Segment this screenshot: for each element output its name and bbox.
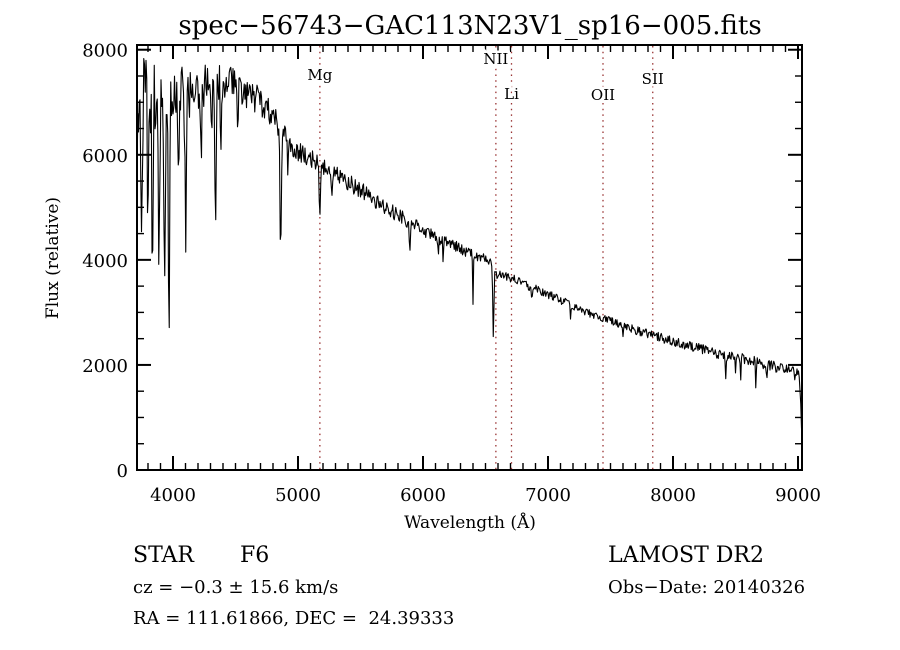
y-tick-label: 8000: [82, 41, 128, 62]
spectral-marker-label: SII: [642, 70, 664, 88]
x-axis-label: Wavelength (Å): [404, 512, 536, 533]
x-tick-label: 6000: [400, 485, 446, 506]
x-tick-label: 4000: [150, 485, 196, 506]
cz-text: cz = −0.3 ± 15.6 km/s: [133, 577, 338, 598]
y-axis-label: Flux (relative): [43, 197, 63, 319]
y-tick-label: 0: [117, 461, 128, 482]
y-tick-label: 4000: [82, 251, 128, 272]
obs-date-text: Obs−Date: 20140326: [608, 577, 805, 598]
subclass-text: F6: [240, 543, 269, 568]
x-tick-label: 8000: [650, 485, 696, 506]
spectrum-trace: [137, 57, 802, 429]
y-tick-label: 2000: [82, 356, 128, 377]
x-tick-label: 7000: [525, 485, 571, 506]
x-tick-label: 9000: [775, 485, 821, 506]
y-tick-label: 6000: [82, 146, 128, 167]
spectral-marker-label: Li: [504, 85, 519, 103]
plot-frame: [136, 44, 803, 471]
spectral-marker-label: NII: [483, 50, 508, 68]
object-type-text: STAR: [133, 543, 195, 568]
x-tick-label: 5000: [275, 485, 321, 506]
chart-layer: 4000 5000 6000 7000 8000 9000 0 2000 4000 6000 800…: [82, 41, 821, 506]
spectral-marker-label: OII: [591, 86, 615, 104]
plot-title: spec−56743−GAC113N23V1_sp16−005.fits: [178, 11, 761, 41]
survey-text: LAMOST DR2: [608, 543, 764, 568]
radec-text: RA = 111.61866, DEC = 24.39333: [133, 608, 454, 629]
spectral-marker-label: Mg: [307, 66, 332, 84]
